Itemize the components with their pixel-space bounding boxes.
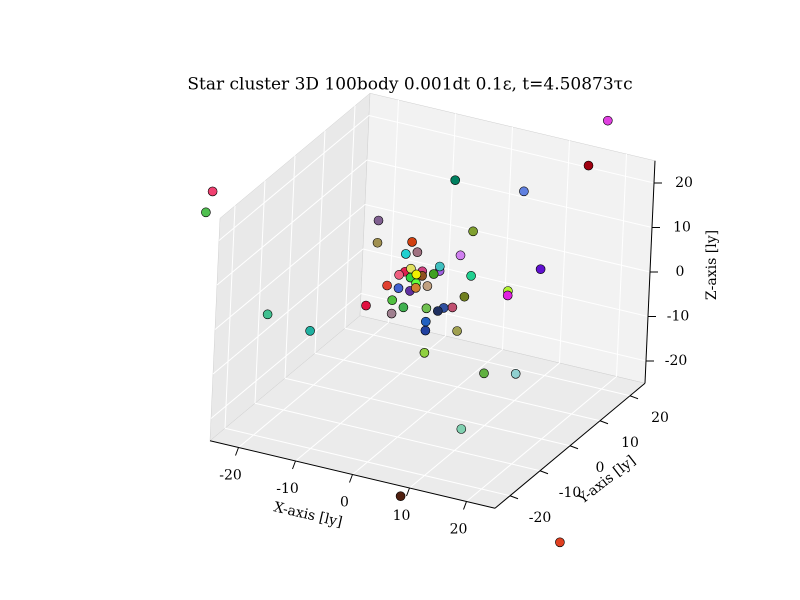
star bbox=[361, 300, 371, 311]
star bbox=[479, 368, 489, 379]
z-tick-label: 0 bbox=[676, 264, 685, 280]
x-tick bbox=[349, 474, 353, 483]
star bbox=[510, 368, 521, 379]
y-tick bbox=[569, 445, 579, 450]
x-tick bbox=[463, 501, 467, 510]
grid-line bbox=[314, 352, 601, 422]
star bbox=[420, 325, 431, 336]
x-axis-label: X-axis [ly] bbox=[272, 499, 344, 530]
grid-line bbox=[210, 293, 362, 419]
grid-line bbox=[360, 293, 647, 362]
grid-line bbox=[344, 327, 631, 397]
x-tick-label: -20 bbox=[219, 468, 242, 484]
star bbox=[407, 237, 417, 247]
x-tick-label: -10 bbox=[276, 481, 299, 497]
star bbox=[422, 281, 433, 291]
star bbox=[421, 303, 432, 314]
star bbox=[394, 270, 404, 280]
y-tick-label: -20 bbox=[529, 510, 552, 526]
z-axis-line bbox=[644, 160, 656, 384]
star bbox=[400, 249, 411, 259]
star bbox=[382, 280, 392, 291]
star bbox=[262, 309, 273, 320]
y-tick bbox=[599, 420, 609, 425]
grid-line bbox=[364, 204, 651, 273]
star bbox=[456, 424, 467, 434]
grid-line bbox=[224, 427, 511, 497]
star bbox=[432, 306, 443, 316]
star bbox=[468, 226, 478, 237]
star bbox=[602, 115, 613, 126]
star bbox=[419, 347, 430, 358]
chart-title: Star cluster 3D 100body 0.001dt 0.1ε, t=… bbox=[187, 75, 632, 95]
y-tick-label: 10 bbox=[621, 435, 639, 451]
grid-line bbox=[214, 204, 366, 330]
star bbox=[450, 175, 461, 185]
y-tick-label: 20 bbox=[651, 410, 669, 426]
star bbox=[410, 282, 421, 293]
grid-line bbox=[254, 402, 541, 472]
x-tick-label: 0 bbox=[340, 495, 349, 511]
z-tick-label: 20 bbox=[675, 175, 693, 191]
star bbox=[452, 326, 462, 336]
star bbox=[386, 308, 397, 319]
star bbox=[372, 237, 383, 248]
y-tick bbox=[539, 470, 549, 475]
y-tick-label: 0 bbox=[596, 460, 605, 476]
star bbox=[305, 326, 315, 336]
x-tick bbox=[406, 487, 410, 497]
y-axis-label: Y-axis [ly] bbox=[574, 453, 638, 508]
star bbox=[459, 291, 470, 302]
grid-line bbox=[284, 377, 571, 447]
grid-line bbox=[212, 248, 364, 375]
star bbox=[411, 269, 422, 280]
x-axis-line bbox=[209, 440, 496, 509]
star bbox=[434, 261, 445, 272]
z-tick-label: 10 bbox=[673, 220, 691, 236]
star bbox=[447, 302, 458, 313]
star bbox=[201, 207, 211, 218]
star bbox=[428, 269, 439, 279]
x-tick bbox=[235, 447, 239, 456]
star bbox=[373, 215, 384, 226]
x-tick-label: 10 bbox=[393, 508, 411, 524]
star bbox=[393, 283, 404, 294]
star bbox=[207, 186, 218, 197]
star bbox=[455, 250, 466, 261]
x-tick-label: 20 bbox=[450, 522, 468, 538]
z-axis-label: Z-axis [ly] bbox=[704, 230, 720, 300]
star bbox=[387, 295, 398, 306]
x-tick bbox=[292, 460, 296, 470]
star bbox=[502, 290, 513, 301]
y-axis-line bbox=[494, 382, 646, 509]
star bbox=[519, 186, 529, 197]
star bbox=[555, 537, 565, 548]
star bbox=[412, 247, 423, 257]
z-tick-label: -10 bbox=[667, 309, 690, 325]
star bbox=[420, 316, 431, 327]
y-tick bbox=[509, 495, 519, 500]
z-tick-label: -20 bbox=[665, 353, 688, 369]
grid-line bbox=[368, 115, 655, 184]
grid-line bbox=[366, 159, 653, 228]
y-tick-label: -10 bbox=[559, 485, 582, 501]
star bbox=[583, 160, 594, 171]
star bbox=[535, 264, 546, 275]
star bbox=[395, 491, 406, 502]
grid-line bbox=[362, 248, 649, 317]
star bbox=[398, 302, 409, 313]
grid-line bbox=[218, 115, 370, 241]
star bbox=[466, 271, 476, 281]
y-tick bbox=[629, 395, 639, 400]
grid-line bbox=[216, 159, 368, 286]
